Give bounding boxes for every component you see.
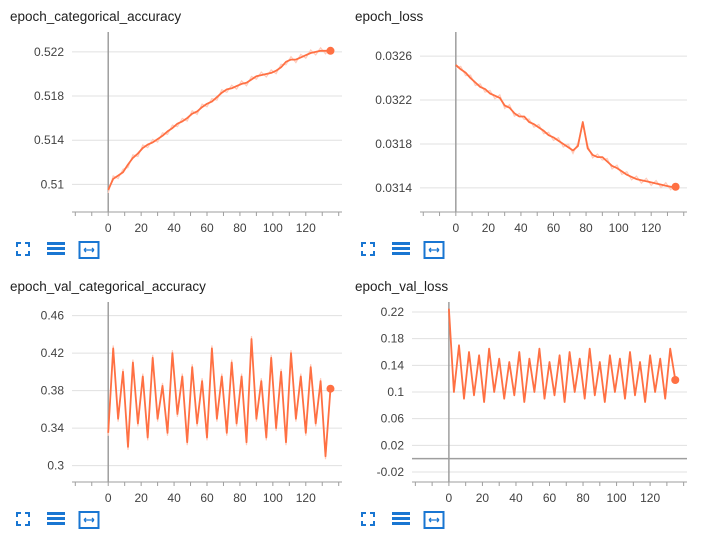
y-tick-label: 0.38	[41, 384, 65, 398]
x-tick-label: 0	[105, 491, 112, 505]
x-tick-label: 120	[296, 221, 316, 235]
x-tick-label: 100	[263, 491, 283, 505]
list-lines-icon	[392, 242, 410, 255]
fit-domain-button[interactable]	[78, 240, 100, 260]
toggle-log-scale-button[interactable]	[46, 510, 68, 530]
x-tick-label: 0	[446, 491, 453, 505]
chart-title: epoch_loss	[355, 9, 424, 24]
x-tick-label: 0	[452, 221, 459, 235]
fit-domain-icon	[78, 511, 100, 529]
expand-icon	[361, 512, 375, 526]
y-tick-label: 0.18	[381, 332, 405, 346]
y-tick-label: 0.06	[381, 412, 405, 426]
fit-domain-icon	[423, 511, 445, 529]
y-tick-label: 0.518	[34, 89, 64, 103]
y-tick-label: 0.3	[47, 459, 64, 473]
list-lines-icon	[392, 512, 410, 525]
series-last-point[interactable]	[326, 46, 335, 55]
y-tick-label: 0.514	[34, 133, 64, 147]
expand-button[interactable]	[14, 510, 36, 530]
chart-plot[interactable]: 0.0314 0.0318 0.0322 0.0326 0 20 40 60 80 100 120	[345, 0, 690, 240]
x-tick-label: 60	[200, 491, 214, 505]
y-tick-label: 0.42	[41, 346, 65, 360]
y-tick-label: 0.46	[41, 309, 65, 323]
x-tick-label: 120	[640, 491, 660, 505]
x-tick-label: 120	[641, 221, 661, 235]
chart-card-epoch-val-loss: epoch_val_loss -0.02 0.02 0.06 0.1 0.14 0.18 0…	[345, 270, 690, 540]
y-tick-label: 0.0322	[375, 93, 412, 107]
x-tick-label: 0	[105, 221, 112, 235]
y-tick-label: 0.22	[381, 305, 405, 319]
x-tick-label: 20	[482, 221, 496, 235]
chart-card-epoch-categorical-accuracy: epoch_categorical_accuracy 0.51 0.514 0.51…	[0, 0, 345, 270]
chart-title: epoch_val_categorical_accuracy	[10, 279, 206, 294]
fit-domain-button[interactable]	[423, 240, 445, 260]
toggle-log-scale-button[interactable]	[391, 240, 413, 260]
chart-card-epoch-val-categorical-accuracy: epoch_val_categorical_accuracy 0.3 0.34 0.…	[0, 270, 345, 540]
chart-toolbar	[359, 510, 479, 532]
expand-button[interactable]	[14, 240, 36, 260]
series-last-point[interactable]	[326, 384, 335, 393]
x-tick-label: 80	[233, 491, 247, 505]
y-tick-label: 0.0314	[375, 181, 412, 195]
y-tick-label: -0.02	[377, 465, 405, 479]
fit-domain-button[interactable]	[78, 510, 100, 530]
y-tick-label: 0.14	[381, 358, 405, 372]
chart-plot[interactable]: 0.51 0.514 0.518 0.522 0 20 40 60 80 100 120	[0, 0, 345, 240]
chart-plot[interactable]: -0.02 0.02 0.06 0.1 0.14 0.18 0.22 0 20 40 60 80 100…	[345, 270, 690, 510]
y-tick-label: 0.522	[34, 45, 64, 59]
x-tick-label: 40	[167, 491, 181, 505]
list-lines-icon	[47, 242, 65, 255]
x-tick-label: 60	[547, 221, 561, 235]
chart-title: epoch_categorical_accuracy	[10, 9, 182, 24]
x-tick-label: 60	[543, 491, 557, 505]
series-raw-line	[107, 46, 331, 194]
x-tick-label: 120	[296, 491, 316, 505]
y-tick-label: 0.34	[41, 421, 65, 435]
fit-domain-icon	[423, 241, 445, 259]
series-last-point[interactable]	[671, 376, 680, 384]
series-last-point[interactable]	[671, 182, 680, 191]
x-tick-label: 80	[233, 221, 247, 235]
expand-icon	[361, 242, 375, 256]
x-tick-label: 20	[134, 221, 148, 235]
x-tick-label: 40	[514, 221, 528, 235]
list-lines-icon	[47, 512, 65, 525]
x-tick-label: 40	[509, 491, 523, 505]
y-tick-label: 0.0326	[375, 49, 412, 63]
chart-card-epoch-loss: epoch_loss 0.0314 0.0318 0.0322 0.0326 0 20 40…	[345, 0, 690, 270]
chart-toolbar	[14, 510, 134, 532]
fit-domain-button[interactable]	[423, 510, 445, 530]
x-tick-label: 80	[576, 491, 590, 505]
toggle-log-scale-button[interactable]	[46, 240, 68, 260]
expand-icon	[16, 242, 30, 256]
series-line	[107, 338, 332, 458]
chart-plot[interactable]: 0.3 0.34 0.38 0.42 0.46 0 20 40 60 80 100 120	[0, 270, 345, 510]
expand-icon	[16, 512, 30, 526]
series-line	[107, 49, 331, 191]
chart-toolbar	[14, 240, 134, 262]
x-tick-label: 100	[263, 221, 283, 235]
chart-title: epoch_val_loss	[355, 279, 449, 294]
x-tick-label: 60	[200, 221, 214, 235]
x-tick-label: 100	[609, 221, 629, 235]
chart-toolbar	[359, 240, 479, 262]
series-raw-line	[455, 65, 677, 191]
expand-button[interactable]	[359, 240, 381, 260]
x-tick-label: 20	[134, 491, 148, 505]
series-line	[455, 64, 676, 188]
x-tick-label: 40	[167, 221, 181, 235]
x-tick-label: 100	[607, 491, 627, 505]
x-tick-label: 80	[579, 221, 593, 235]
fit-domain-icon	[78, 241, 100, 259]
x-tick-label: 20	[476, 491, 490, 505]
y-tick-label: 0.02	[381, 438, 405, 452]
expand-button[interactable]	[359, 510, 381, 530]
y-tick-label: 0.1	[387, 385, 404, 399]
y-tick-label: 0.0318	[375, 137, 412, 151]
y-tick-label: 0.51	[41, 177, 65, 191]
toggle-log-scale-button[interactable]	[391, 510, 413, 530]
series-line	[448, 308, 677, 403]
